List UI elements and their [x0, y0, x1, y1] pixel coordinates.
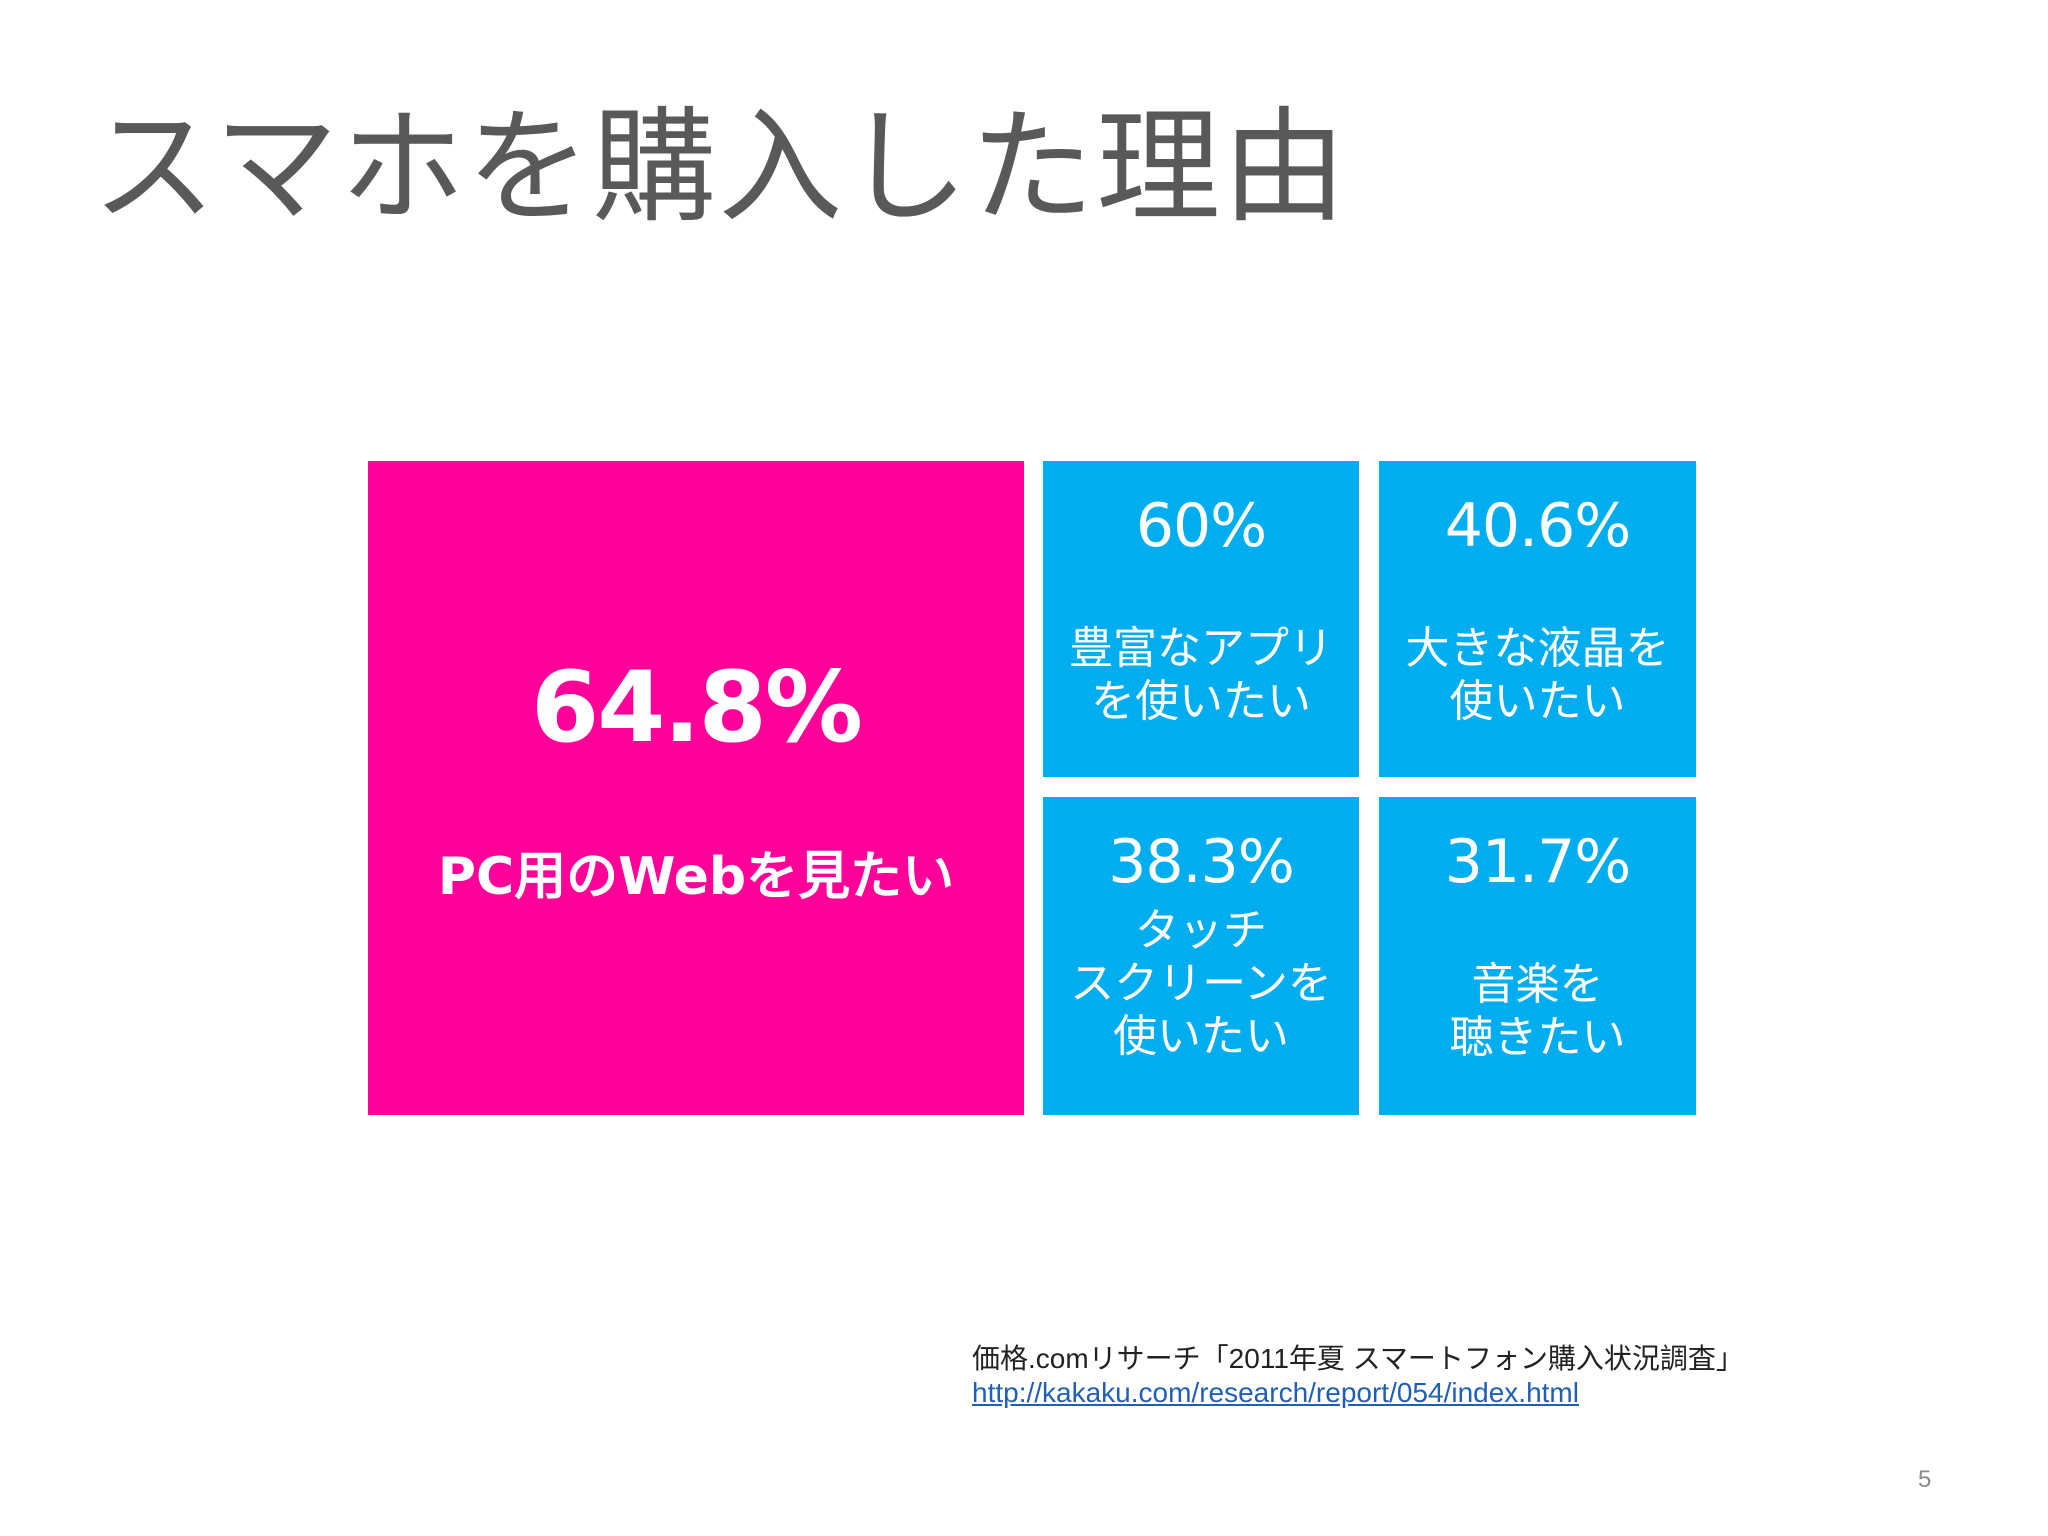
tile-reason-3: 38.3% タッチ スクリーンを 使いたい — [1043, 797, 1359, 1115]
source-link[interactable]: http://kakaku.com/research/report/054/in… — [972, 1377, 1579, 1409]
source-note: 価格.comリサーチ「2011年夏 スマートフォン購入状況調査」 http://… — [972, 1342, 1744, 1410]
slide-title: スマホを購入した理由 — [92, 96, 1349, 240]
source-citation: 価格.comリサーチ「2011年夏 スマートフォン購入状況調査」 — [972, 1343, 1744, 1374]
tile-reason-2: 40.6% 大きな液晶を 使いたい — [1379, 461, 1696, 777]
tile-label: タッチ スクリーンを 使いたい — [1070, 905, 1332, 1062]
tile-percent: 40.6% — [1444, 491, 1632, 561]
tile-label: PC用のWebを見たい — [437, 847, 955, 907]
tile-highlight: 64.8% PC用のWebを見たい — [368, 461, 1024, 1115]
tile-label: 豊富なアプリ を使いたい — [1069, 623, 1333, 727]
tile-percent: 38.3% — [1108, 827, 1295, 897]
tile-percent: 31.7% — [1444, 827, 1632, 897]
tile-percent: 64.8% — [531, 651, 863, 765]
tile-reason-1: 60% 豊富なアプリ を使いたい — [1043, 461, 1359, 777]
tile-label: 大きな液晶を 使いたい — [1405, 623, 1670, 727]
tile-label: 音楽を 聴きたい — [1449, 959, 1626, 1063]
page-number: 5 — [1918, 1466, 1932, 1493]
tile-reason-4: 31.7% 音楽を 聴きたい — [1379, 797, 1696, 1115]
tile-percent: 60% — [1135, 491, 1267, 561]
